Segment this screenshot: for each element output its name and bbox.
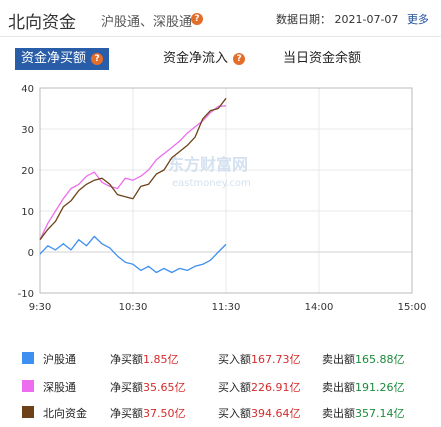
data-date: 数据日期： 2021-07-07 更多 — [276, 11, 429, 27]
tab-net-buy-label: 资金净买额 — [21, 51, 87, 66]
watermark-cn: 东方财富网 — [168, 155, 248, 174]
legend-sell: 卖出额357.14亿 — [322, 407, 405, 420]
tab-net-inflow[interactable]: 资金净流入 ? — [163, 48, 246, 70]
legend-row-north: 北向资金 净买额37.50亿 买入额394.64亿 卖出额357.14亿 — [0, 402, 441, 422]
legend-name: 沪股通 — [43, 353, 76, 366]
series-line-北向资金 — [39, 97, 227, 241]
tab-net-buy[interactable]: 资金净买额 ? — [15, 48, 110, 70]
legend-sell: 卖出额165.88亿 — [322, 353, 405, 366]
legend-name: 北向资金 — [43, 407, 87, 420]
watermark: 东方财富网 eastmoney.com — [168, 155, 251, 189]
axis-labels: 40 30 20 10 0 -10 9:30 10:30 11:30 14:00 15:00 — [18, 84, 427, 313]
watermark-en: eastmoney.com — [172, 178, 251, 189]
legend-name: 深股通 — [43, 381, 76, 394]
legend-buy: 买入额394.64亿 — [218, 407, 301, 420]
x-tick-label: 10:30 — [119, 302, 148, 313]
legend-net: 净买额37.50亿 — [110, 407, 186, 420]
legend-row-hgt: 沪股通 净买额1.85亿 买入额167.73亿 卖出额165.88亿 — [0, 348, 441, 368]
legend-net: 净买额35.65亿 — [110, 381, 186, 394]
tab-bar: 资金净买额 ? 资金净流入 ? 当日资金余额 — [15, 48, 435, 70]
page-subtitle: 沪股通、深股通 — [101, 15, 193, 30]
y-tick-label: 40 — [21, 84, 34, 95]
date-label: 数据日期： — [276, 13, 331, 26]
x-tick-label: 9:30 — [29, 302, 51, 313]
legend-net: 净买额1.85亿 — [110, 353, 179, 366]
legend-buy: 买入额226.91亿 — [218, 381, 301, 394]
legend-swatch-north — [22, 406, 34, 418]
tab-net-inflow-label: 资金净流入 — [163, 51, 229, 66]
legend-buy: 买入额167.73亿 — [218, 353, 301, 366]
header: 北向资金 沪股通、深股通 ? 数据日期： 2021-07-07 更多 — [0, 0, 441, 36]
tab-net-inflow-help-icon[interactable]: ? — [233, 52, 246, 65]
more-link[interactable]: 更多 — [406, 13, 429, 26]
y-tick-label: -10 — [18, 289, 34, 300]
chart-plot-border — [39, 87, 413, 294]
legend-swatch-hgt — [22, 352, 34, 364]
tab-balance[interactable]: 当日资金余额 — [283, 48, 361, 70]
net-buy-chart: 东方财富网 eastmoney.com 40 30 20 10 0 -10 9:30 10:3… — [18, 84, 427, 313]
tab-balance-label: 当日资金余额 — [283, 51, 362, 66]
header-divider — [0, 36, 441, 37]
legend-sell: 卖出额191.26亿 — [322, 381, 405, 394]
x-tick-label: 15:00 — [398, 302, 427, 313]
date-value: 2021-07-07 — [334, 13, 399, 26]
help-icon[interactable]: ? — [191, 13, 203, 25]
tab-net-buy-help-icon[interactable]: ? — [91, 52, 104, 65]
legend-row-sgt: 深股通 净买额35.65亿 买入额226.91亿 卖出额191.26亿 — [0, 376, 441, 396]
y-tick-label: 30 — [21, 125, 34, 136]
chart-grid — [39, 87, 413, 294]
series-layer — [39, 97, 227, 274]
x-tick-label: 14:00 — [305, 302, 334, 313]
y-tick-label: 20 — [21, 166, 34, 177]
series-line-沪股通 — [39, 235, 227, 274]
y-tick-label: 0 — [28, 248, 34, 259]
y-tick-label: 10 — [21, 207, 34, 218]
series-line-深股通 — [39, 105, 227, 240]
x-tick-label: 11:30 — [212, 302, 241, 313]
legend-swatch-sgt — [22, 380, 34, 392]
page-title: 北向资金 — [8, 13, 76, 33]
